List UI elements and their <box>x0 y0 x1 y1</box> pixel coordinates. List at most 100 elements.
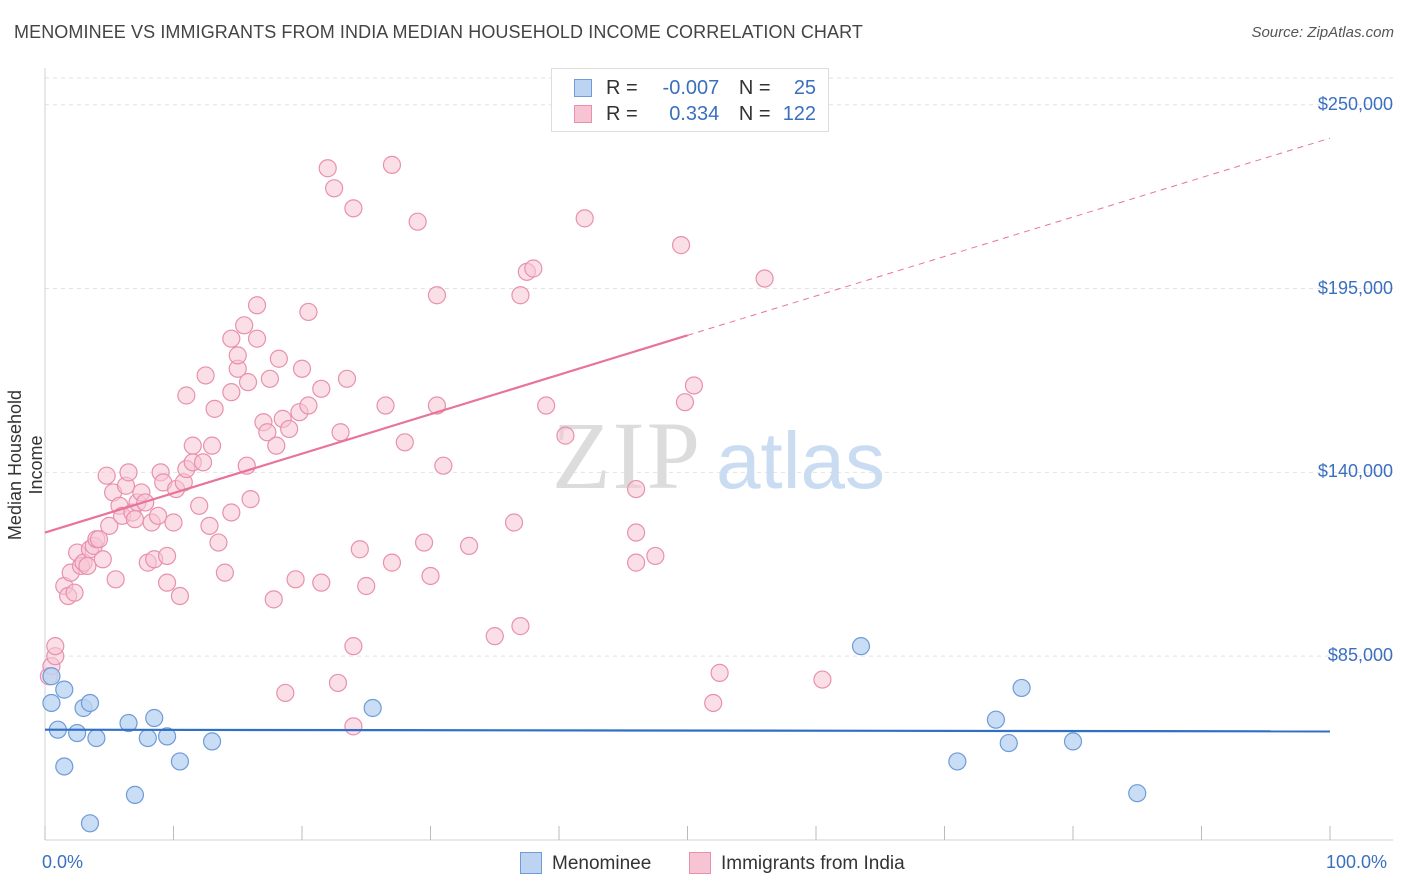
bottom-legend-swatch-blue <box>520 852 542 874</box>
menominee-point <box>55 757 74 776</box>
india-point <box>267 436 286 455</box>
y-tick-label: $195,000 <box>1317 277 1393 298</box>
menominee-point <box>42 693 61 713</box>
chart-source: Source: ZipAtlas.com <box>1251 24 1394 41</box>
india-point <box>459 536 479 555</box>
india-point <box>382 553 402 572</box>
india-point <box>238 373 258 392</box>
menominee-point <box>202 732 222 751</box>
india-point <box>93 550 112 569</box>
india-point <box>318 159 337 178</box>
india-point <box>148 506 168 525</box>
legend-r-label: R = <box>606 77 638 99</box>
india-point <box>215 563 234 582</box>
bottom-legend-immigrants: Immigrants from India <box>689 851 905 877</box>
india-point <box>328 673 348 693</box>
india-point <box>241 490 260 509</box>
india-point <box>344 637 363 656</box>
bottom-legend-label: Immigrants from India <box>721 853 905 874</box>
legend-swatch-pink <box>574 105 592 123</box>
menominee-point <box>170 752 190 771</box>
india-point <box>504 513 524 532</box>
legend-n-label: N = <box>738 103 771 125</box>
india-point <box>202 436 222 455</box>
menominee-point <box>157 727 177 746</box>
menominee-point <box>1063 732 1083 751</box>
india-point <box>325 179 344 198</box>
menominee-point <box>145 708 164 728</box>
india-point <box>235 316 254 335</box>
india-point <box>286 570 305 589</box>
bottom-legend-swatch-pink <box>689 852 711 874</box>
india-point <box>292 359 312 378</box>
india-point <box>704 693 723 713</box>
india-point <box>190 496 209 515</box>
india-point <box>344 717 363 736</box>
india-point <box>209 533 228 552</box>
x-tick-label-max: 100.0% <box>1326 852 1388 872</box>
india-point <box>395 433 414 452</box>
india-point <box>556 426 575 445</box>
y-axis-label: Median Household Income <box>5 389 46 541</box>
india-point <box>357 576 376 596</box>
menominee-point <box>1012 678 1031 698</box>
y-tick-label: $85,000 <box>1327 645 1393 666</box>
india-point <box>312 573 331 592</box>
legend-swatch-blue <box>574 79 592 97</box>
india-point <box>247 329 267 348</box>
india-point <box>337 369 357 388</box>
legend-r-value: 0.334 <box>669 103 720 125</box>
india-point <box>106 570 125 589</box>
menominee-point <box>138 728 157 748</box>
india-point <box>675 393 695 412</box>
india-point <box>312 379 331 398</box>
india-point <box>671 236 691 255</box>
india-point <box>299 396 318 415</box>
india-point <box>222 329 241 348</box>
menominee-point <box>55 680 74 699</box>
india-point <box>258 423 277 442</box>
menominee-point <box>986 710 1006 729</box>
menominee-point <box>999 733 1018 753</box>
india-point <box>344 199 363 218</box>
axes <box>44 68 1393 841</box>
india-point <box>350 540 369 559</box>
bottom-legend-label: Menominee <box>552 853 652 874</box>
india-point <box>200 516 219 535</box>
x-tick-label-min: 0.0% <box>42 852 84 872</box>
india-point <box>157 573 177 592</box>
india-point <box>100 516 119 535</box>
india-point <box>626 479 646 499</box>
india-point <box>299 302 318 322</box>
menominee-trend-line <box>44 728 1331 733</box>
chart-title: MENOMINEE VS IMMIGRANTS FROM INDIA MEDIA… <box>14 22 864 42</box>
legend-n-value: 25 <box>793 77 817 99</box>
menominee-point <box>1128 784 1147 803</box>
india-point <box>331 423 350 442</box>
india-point <box>710 663 729 682</box>
india-point <box>434 456 453 475</box>
series-menominee <box>42 637 1147 833</box>
india-point <box>78 556 97 576</box>
india-point <box>164 513 183 532</box>
series-immigrants-from-india <box>39 155 832 736</box>
watermark-atlas: atlas <box>716 416 885 505</box>
menominee-point <box>119 713 138 733</box>
india-point <box>537 396 556 415</box>
india-point <box>626 523 646 542</box>
india-point <box>97 466 116 485</box>
legend-n-label: N = <box>738 77 771 99</box>
india-point <box>222 503 241 522</box>
india-point <box>524 259 543 278</box>
india-point <box>280 419 299 439</box>
menominee-point <box>80 814 100 833</box>
india-point <box>421 566 440 586</box>
india-point <box>196 366 215 385</box>
india-point <box>813 670 832 689</box>
bottom-legend-menominee: Menominee <box>520 851 651 877</box>
india-point <box>183 436 202 455</box>
legend-row-immigrants: R = 0.334 N = 122 <box>574 101 816 127</box>
india-point <box>427 286 447 305</box>
india-point <box>170 586 190 606</box>
